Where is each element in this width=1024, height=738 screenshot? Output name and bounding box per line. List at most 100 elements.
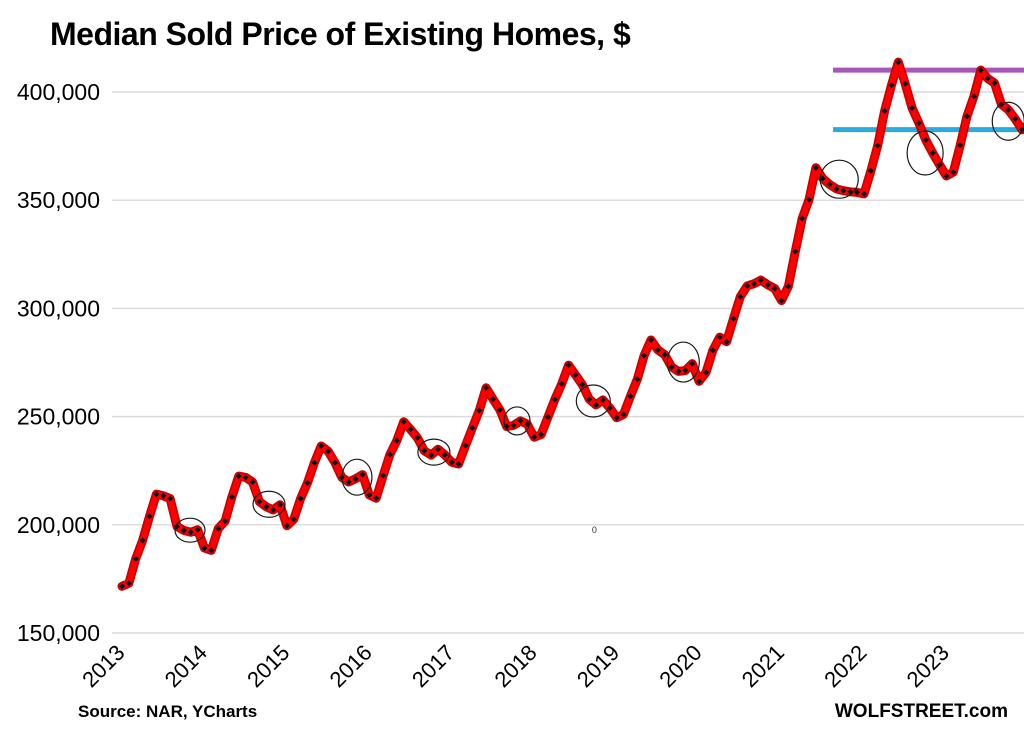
data-point-marker	[723, 338, 730, 345]
source-credit: Source: NAR, YCharts	[78, 702, 258, 721]
data-point-marker	[764, 281, 771, 288]
data-point-marker	[125, 580, 132, 587]
data-point-marker	[325, 448, 332, 455]
data-point-marker	[977, 67, 984, 74]
data-point-marker	[943, 172, 950, 179]
x-axis-tick-label: 2021	[737, 640, 789, 692]
data-point-marker	[675, 368, 682, 375]
data-point-marker	[819, 175, 826, 182]
data-point-marker	[318, 443, 325, 450]
data-point-marker	[352, 475, 359, 482]
x-axis-tick-label: 2015	[242, 640, 294, 692]
data-point-marker	[483, 384, 490, 391]
annotation-circle	[991, 101, 1024, 141]
data-point-marker	[730, 315, 737, 322]
data-point-marker	[737, 293, 744, 300]
data-point-marker	[757, 277, 764, 284]
data-point-marker	[771, 285, 778, 292]
y-axis-tick-label: 400,000	[17, 79, 100, 105]
data-point-marker	[194, 526, 201, 533]
data-point-marker	[489, 396, 496, 403]
x-axis-tick-label: 2022	[819, 640, 871, 692]
data-point-marker	[648, 336, 655, 343]
data-point-marker	[331, 459, 338, 466]
data-point-marker	[874, 142, 881, 149]
y-axis-tick-label: 350,000	[17, 187, 100, 213]
data-point-marker	[222, 518, 229, 525]
data-point-marker	[448, 459, 455, 466]
data-point-marker	[400, 418, 407, 425]
data-point-marker	[915, 120, 922, 127]
data-point-marker	[359, 471, 366, 478]
data-point-marker	[242, 474, 249, 481]
data-point-marker	[277, 501, 284, 508]
data-point-marker	[235, 473, 242, 480]
data-point-marker	[812, 164, 819, 171]
chart-title: Median Sold Price of Existing Homes, $	[50, 16, 631, 52]
data-point-marker	[668, 364, 675, 371]
data-point-marker	[895, 59, 902, 66]
y-axis-tick-label: 250,000	[17, 404, 100, 430]
data-point-marker	[957, 142, 964, 149]
data-point-marker	[380, 472, 387, 479]
annotation-circle	[819, 159, 859, 199]
data-point-marker	[249, 478, 256, 485]
data-point-marker	[366, 491, 373, 498]
y-axis-tick-label: 150,000	[17, 620, 100, 646]
data-point-marker	[991, 80, 998, 87]
data-point-marker	[187, 529, 194, 536]
data-point-marker	[441, 451, 448, 458]
data-point-marker	[682, 367, 689, 374]
data-point-marker	[867, 167, 874, 174]
data-point-marker	[970, 93, 977, 100]
data-point-marker	[345, 478, 352, 485]
data-point-marker	[689, 360, 696, 367]
data-point-marker	[407, 426, 414, 433]
data-point-marker	[283, 522, 290, 529]
data-point-marker	[702, 369, 709, 376]
data-point-marker	[613, 414, 620, 421]
data-point-marker	[517, 417, 524, 424]
x-axis-tick-label: 2016	[325, 640, 377, 692]
x-axis-tick-label: 2017	[407, 640, 459, 692]
data-point-marker	[208, 547, 215, 554]
data-point-marker	[599, 396, 606, 403]
data-point-marker	[153, 491, 160, 498]
data-point-marker	[1012, 115, 1019, 122]
data-point-marker	[709, 347, 716, 354]
data-point-marker	[902, 80, 909, 87]
data-point-marker	[421, 447, 428, 454]
data-point-marker	[139, 537, 146, 544]
data-point-marker	[531, 434, 538, 441]
data-point-marker	[544, 414, 551, 421]
data-point-marker	[744, 282, 751, 289]
data-point-marker	[565, 362, 572, 369]
data-point-marker	[909, 105, 916, 112]
x-axis-tick-label: 2020	[654, 640, 706, 692]
annotation-circle	[252, 490, 286, 518]
x-axis-tick-label: 2013	[77, 640, 129, 692]
annotation-circle	[503, 406, 531, 436]
data-point-marker	[641, 352, 648, 359]
data-point-marker	[586, 396, 593, 403]
data-point-marker	[435, 446, 442, 453]
brand-watermark: WOLFSTREET.com	[834, 701, 1008, 722]
annotation-circle	[906, 130, 944, 176]
annotation-circle	[666, 341, 700, 383]
data-point-marker	[510, 422, 517, 429]
price-line	[119, 59, 1024, 590]
data-point-marker	[840, 187, 847, 194]
data-point-marker	[311, 459, 318, 466]
data-point-marker	[950, 169, 957, 176]
data-point-marker	[984, 75, 991, 82]
data-point-marker	[386, 451, 393, 458]
data-point-marker	[654, 346, 661, 353]
data-point-marker	[256, 498, 263, 505]
data-point-marker	[201, 544, 208, 551]
data-point-marker	[215, 525, 222, 532]
data-point-marker	[579, 381, 586, 388]
data-point-marker	[455, 460, 462, 467]
data-point-marker	[373, 495, 380, 502]
data-point-marker	[119, 583, 125, 590]
